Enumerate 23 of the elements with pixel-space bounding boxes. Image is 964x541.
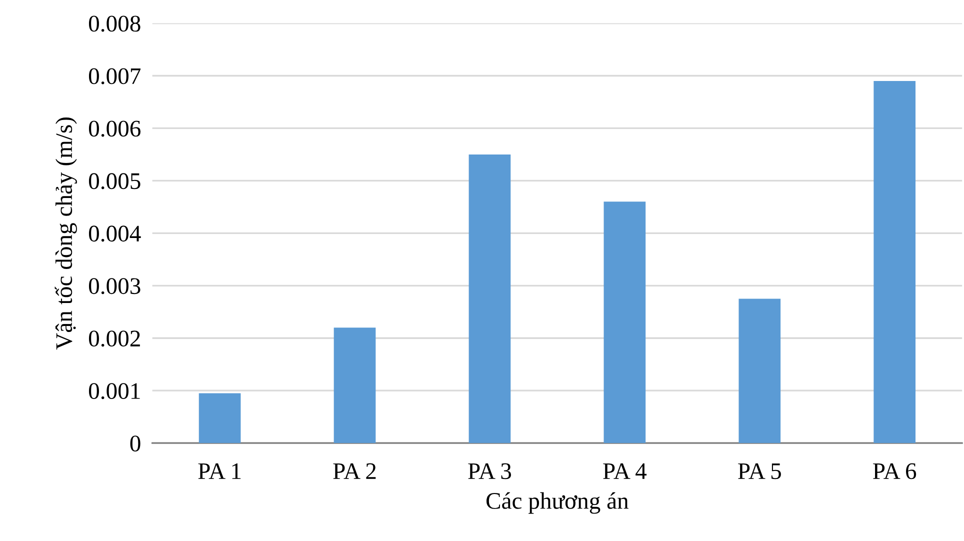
- y-tick-label: 0.006: [88, 120, 140, 137]
- x-tick-label: PA 2: [333, 463, 376, 479]
- y-tick-label: 0.005: [88, 173, 140, 190]
- bar: [334, 328, 376, 444]
- y-tick-label: 0.007: [88, 68, 141, 84]
- bar: [874, 80, 916, 444]
- y-tick-label: 0.004: [88, 226, 141, 242]
- bar: [198, 393, 241, 444]
- y-tick-label: 0.003: [88, 278, 140, 294]
- bar: [604, 202, 646, 444]
- x-tick-label: PA 1: [198, 463, 241, 479]
- y-tick-label: 0.001: [88, 383, 140, 400]
- bar: [468, 154, 511, 444]
- y-tick-label: 0.008: [88, 16, 140, 32]
- x-axis-title: Các phương án: [486, 492, 628, 514]
- bar: [738, 298, 781, 444]
- y-tick-label: 0.002: [88, 330, 140, 347]
- y-axis-title: Vận tốc dòng chảy (m/s): [54, 118, 77, 350]
- x-tick-label: PA 3: [468, 463, 512, 480]
- y-tick-label: 0: [130, 436, 140, 452]
- x-tick-label: PA 6: [873, 463, 916, 480]
- x-tick-label: PA 4: [603, 463, 647, 479]
- x-tick-label: PA 5: [738, 463, 781, 480]
